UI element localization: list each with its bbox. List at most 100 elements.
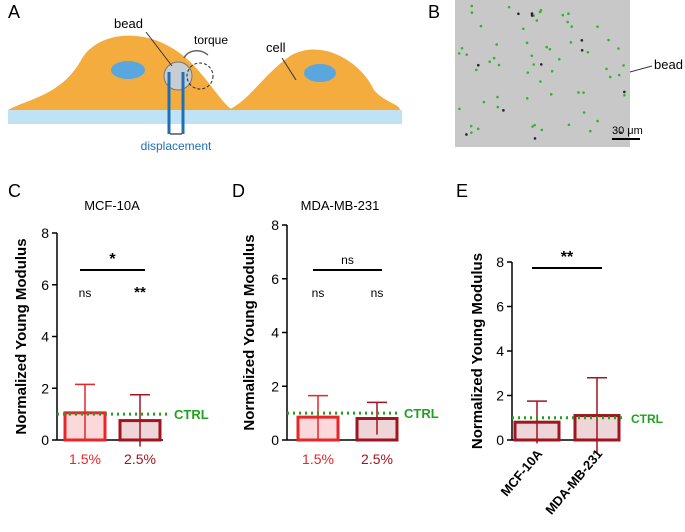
reference-label: CTRL <box>631 412 663 426</box>
bead-dot <box>522 27 525 31</box>
label: bead <box>114 16 143 31</box>
bead-dot <box>531 125 534 128</box>
bead-dot <box>496 105 500 109</box>
error-bar <box>527 400 547 444</box>
error-bar <box>130 393 150 447</box>
x-tick-label: 1.5% <box>69 451 101 467</box>
nucleus <box>111 61 145 79</box>
bead-dot <box>588 129 592 133</box>
error-bar <box>587 376 607 454</box>
bead-dot <box>545 45 548 49</box>
bead-dot <box>470 11 474 14</box>
bead-dot <box>532 63 536 66</box>
bead-dot <box>470 131 473 134</box>
bead-dot <box>539 80 542 83</box>
bead-dot <box>507 5 511 9</box>
bead-rotated <box>186 62 214 90</box>
bead-dot <box>608 75 612 79</box>
bead-dot <box>619 131 622 135</box>
label: torque <box>194 33 228 47</box>
reference-label: CTRL <box>404 406 439 421</box>
bead-dot <box>492 56 496 60</box>
bead-dot <box>548 47 552 51</box>
bead-dot <box>457 52 461 55</box>
annotation: ns <box>371 286 384 300</box>
bead-dot <box>525 41 529 45</box>
bead-dot <box>586 50 590 54</box>
y-tick-label: 6 <box>271 271 279 287</box>
bracket-label: ** <box>561 249 574 266</box>
bead-dot <box>569 41 573 44</box>
pointer <box>629 65 653 73</box>
scale-label: 30 μm <box>612 125 643 137</box>
panel-label: C <box>8 181 21 201</box>
pointer <box>145 31 173 67</box>
y-tick-label: 6 <box>496 299 504 315</box>
bead-dot <box>530 54 534 58</box>
y-tick-label: 6 <box>41 277 49 293</box>
panel-b: B bead 30 μm <box>428 0 683 147</box>
bead-dot <box>617 73 621 77</box>
bead-dot <box>596 25 599 28</box>
bead-dot <box>502 109 505 112</box>
bead-dot <box>526 71 530 74</box>
bead-dot <box>539 63 543 66</box>
bead-dot <box>530 12 534 15</box>
bead-dot <box>460 47 464 50</box>
bead-dot <box>482 100 486 104</box>
bead-dot <box>469 124 473 128</box>
bead-dot <box>458 107 461 111</box>
bead-dot <box>580 39 584 42</box>
bead-dot <box>577 91 580 94</box>
y-tick-label: 4 <box>271 325 279 341</box>
chart-title: MDA-MB-231 <box>301 198 380 213</box>
bead-dot <box>497 63 501 67</box>
micrograph <box>455 0 630 147</box>
label: displacement <box>141 139 212 153</box>
bead-dot <box>525 97 529 100</box>
bead-dot <box>475 68 478 72</box>
y-tick-label: 2 <box>41 380 49 396</box>
pointer <box>281 57 297 81</box>
y-tick-label: 0 <box>271 432 279 448</box>
annotation: ns <box>79 286 92 300</box>
panel-label: B <box>428 2 440 22</box>
bead <box>163 61 193 91</box>
bead-dot <box>476 127 480 131</box>
bead-dot <box>549 93 553 96</box>
x-tick-label: 2.5% <box>361 451 393 467</box>
y-tick-label: 4 <box>41 329 49 345</box>
bead-dot <box>540 128 544 132</box>
y-axis-title: Normalized Young Modulus <box>469 253 486 449</box>
bead-dot <box>607 38 610 42</box>
x-tick-label: 2.5% <box>124 451 156 467</box>
bead-dot <box>550 69 554 73</box>
bead-dot <box>479 24 483 28</box>
panel-label: D <box>232 181 245 201</box>
bead-dot <box>617 47 620 50</box>
error-bar <box>75 383 95 442</box>
bead-dot <box>567 123 571 127</box>
bead-dot <box>566 20 569 24</box>
x-tick-label: 1.5% <box>302 451 334 467</box>
bead-dot <box>567 12 570 16</box>
reference-label: CTRL <box>174 407 209 422</box>
bead-dot <box>561 13 565 17</box>
bead-dot <box>622 64 625 67</box>
bracket-label: * <box>109 251 116 268</box>
bead-dot <box>623 90 626 94</box>
y-axis-title: Normalized Young Modulus <box>13 238 30 434</box>
bead-dot <box>488 60 492 63</box>
y-tick-label: 4 <box>496 343 504 359</box>
y-tick-label: 0 <box>496 432 504 448</box>
y-tick-label: 2 <box>271 378 279 394</box>
panel-label: A <box>8 2 20 22</box>
bead-dot <box>533 137 537 140</box>
bead-dot <box>465 133 468 136</box>
bead-dot <box>470 4 474 8</box>
arrow <box>183 50 209 59</box>
bead-dot <box>533 123 536 127</box>
y-tick-label: 8 <box>271 217 279 233</box>
substrate <box>8 110 402 124</box>
bead-dot <box>623 93 626 97</box>
